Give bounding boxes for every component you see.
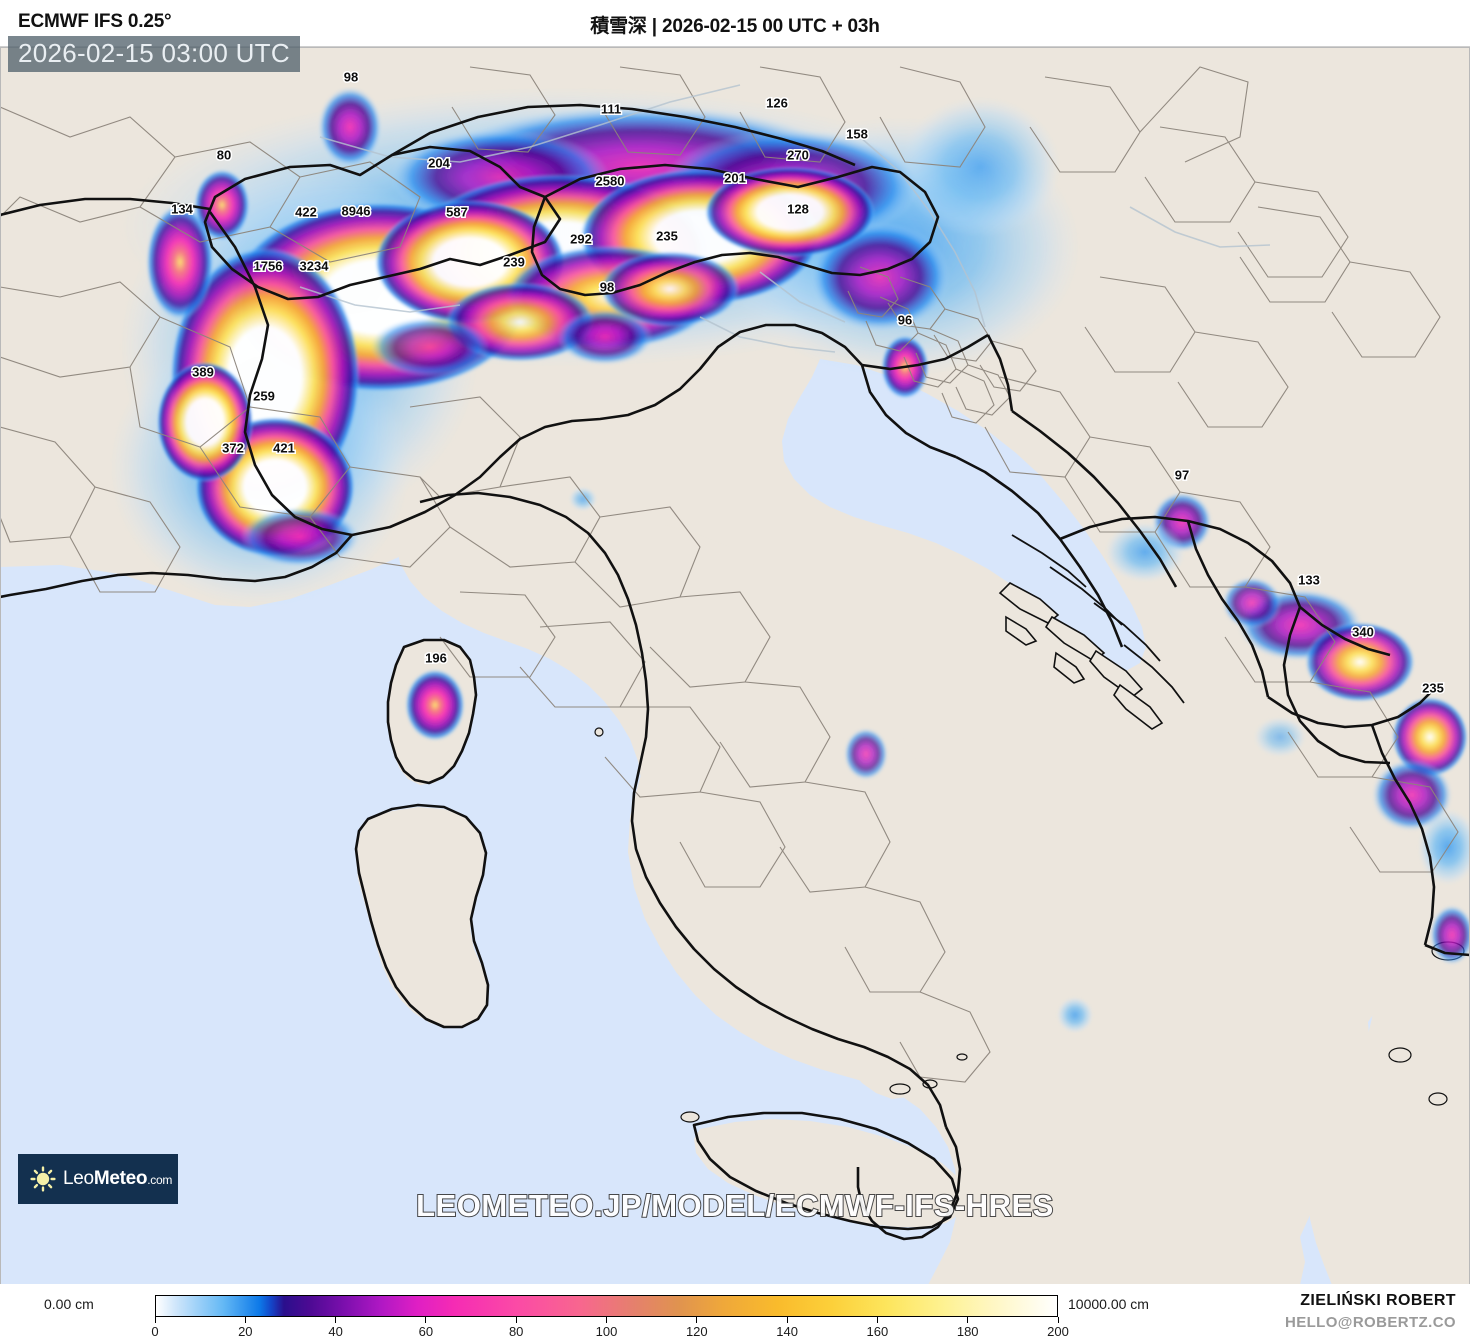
map-graphic (0, 47, 1470, 1284)
colorbar-tick-label: 180 (956, 1324, 979, 1338)
colorbar-tick-label: 100 (595, 1324, 618, 1338)
subregion-borders (0, 66, 1459, 1083)
colorbar-min-label: 0.00 cm (44, 1296, 94, 1312)
logo-leo: Leo (63, 1168, 94, 1189)
colorbar-tick-mark (515, 1317, 517, 1323)
colorbar-tick-label: 140 (776, 1324, 798, 1338)
colorbar-tick-label: 80 (508, 1324, 524, 1338)
colorbar-tick-mark (786, 1317, 788, 1323)
colorbar-tick-mark (425, 1317, 427, 1323)
colorbar-tick-mark (244, 1317, 246, 1323)
colorbar-tick-label: 0 (151, 1324, 159, 1338)
colorbar-tick-mark (335, 1317, 337, 1323)
page-title: 積雪深 | 2026-02-15 00 UTC + 03h (590, 16, 880, 37)
colorbar-tick-label: 160 (866, 1324, 889, 1338)
logo-wordmark: LeoMeteo.com (63, 1168, 172, 1190)
model-label: ECMWF IFS 0.25° (18, 11, 172, 32)
colorbar-tick-label: 60 (418, 1324, 434, 1338)
author-email[interactable]: HELLO@ROBERTZ.CO (1284, 1314, 1456, 1331)
colorbar-tick-label: 20 (238, 1324, 253, 1338)
colorbar-tick-mark (696, 1317, 698, 1323)
coast-detail (1011, 534, 1185, 704)
colorbar-tick-mark (876, 1317, 878, 1323)
snow-depth-field (110, 87, 1470, 1033)
colorbar-tick-label: 40 (328, 1324, 343, 1338)
colorbar-tick-mark (1057, 1317, 1059, 1323)
author-name: ZIELIŃSKI ROBERT (1300, 1292, 1456, 1309)
colorbar-gradient[interactable] (155, 1295, 1058, 1317)
country-borders (0, 103, 1470, 1241)
leometeo-logo[interactable]: LeoMeteo.com (18, 1154, 178, 1204)
timestamp-overlay: 2026-02-15 03:00 UTC (8, 36, 300, 73)
colorbar-tick-label: 120 (685, 1324, 708, 1338)
colorbar-tick-mark (154, 1317, 156, 1323)
colorbar-max-label: 10000.00 cm (1068, 1296, 1149, 1312)
colorbar-ticks: 0 20 40 60 80 100 120 140 160 180 200 (151, 1317, 1069, 1338)
logo-tld: .com (147, 1173, 173, 1187)
colorbar-tick-mark (967, 1317, 969, 1323)
colorbar-tick-label: 200 (1047, 1324, 1069, 1338)
sun-icon (30, 1166, 56, 1192)
logo-meteo: Meteo (93, 1168, 148, 1189)
colorbar-tick-mark (606, 1317, 607, 1323)
map-canvas[interactable] (0, 46, 1470, 1284)
url-watermark: LEOMETEO.JP/MODEL/ECMWF-IFS-HRES (415, 1187, 1054, 1224)
